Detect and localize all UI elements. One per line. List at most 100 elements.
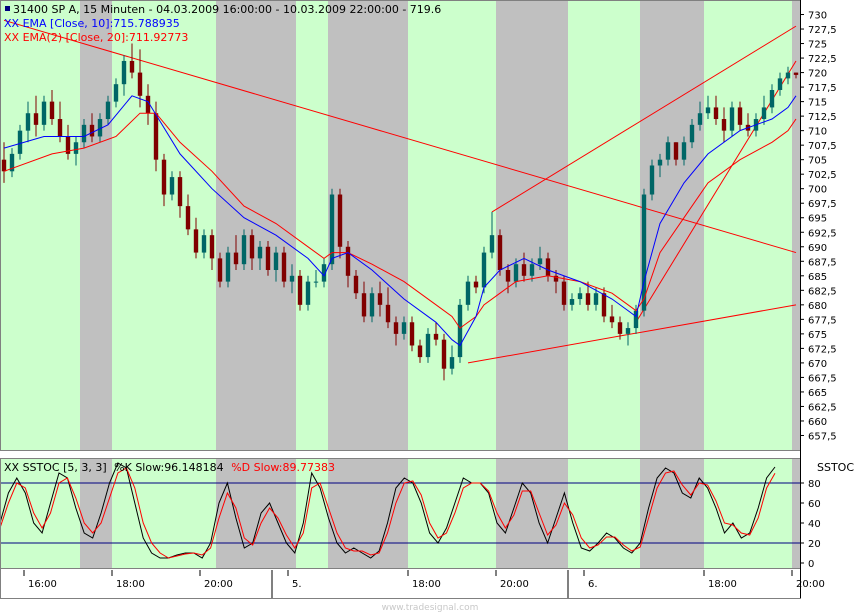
- time-tick-label: 18:00: [116, 579, 145, 590]
- ema10-legend[interactable]: XX EMA [Close, 10]:715.788935: [4, 17, 180, 30]
- ema20-legend[interactable]: XX EMA(2) [Close, 20]:711.92773: [4, 31, 188, 44]
- stoch-panel-label: SSTOC: [817, 461, 854, 474]
- candle-body: [521, 264, 527, 276]
- price-tick-label: 727,5: [808, 25, 837, 36]
- candle-body: [457, 304, 463, 358]
- candle-body: [73, 142, 79, 154]
- time-tick-label: 20:00: [204, 579, 233, 590]
- price-tick-label: 702,5: [808, 170, 837, 181]
- candle-body: [169, 177, 175, 195]
- price-tick-label: 712,5: [808, 112, 837, 123]
- price-tick-label: 657,5: [808, 431, 837, 442]
- candle-body: [9, 153, 15, 172]
- time-tick-label: 16:00: [28, 579, 57, 590]
- ema10-line: [3, 95, 797, 347]
- green-band: [296, 458, 328, 568]
- trendline: [467, 304, 797, 364]
- candle-body: [601, 293, 607, 317]
- candle-body: [705, 107, 711, 114]
- price-tick-label: 672,5: [808, 344, 837, 355]
- green-band: [296, 0, 328, 450]
- candle-body: [281, 252, 287, 282]
- candle-body: [609, 316, 615, 323]
- candle-body: [697, 113, 703, 125]
- price-tick-label: 697,5: [808, 199, 837, 210]
- candle-body: [433, 333, 439, 340]
- candle-body: [633, 310, 639, 329]
- candle-body: [257, 246, 263, 259]
- candle-body: [241, 235, 247, 265]
- price-tick-label: 725: [808, 40, 827, 51]
- candle-body: [113, 84, 119, 102]
- candle-body: [713, 107, 719, 120]
- axis-background: [800, 0, 857, 615]
- candle-body: [393, 322, 399, 334]
- price-tick-label: 680: [808, 301, 827, 312]
- candle-body: [657, 159, 663, 166]
- candle-body: [201, 235, 207, 253]
- trendline: [3, 19, 797, 254]
- candle-body: [353, 275, 359, 294]
- price-tick-label: 692,5: [808, 228, 837, 239]
- watermark: www.tradesignal.com: [382, 603, 479, 613]
- candle-body: [65, 136, 71, 154]
- candle-body: [305, 281, 311, 305]
- candle-body: [513, 264, 519, 282]
- candle-body: [289, 275, 295, 282]
- candle-body: [569, 299, 575, 305]
- candle-body: [441, 339, 447, 369]
- price-tick-label: 682,5: [808, 286, 837, 297]
- candle-body: [401, 322, 407, 334]
- candle-body: [81, 124, 87, 143]
- time-tick-label: 18:00: [412, 579, 441, 590]
- stoch-legend-prefix: XX SSTOC [5, 3, 3]: [4, 461, 107, 474]
- candle-body: [97, 119, 103, 137]
- candle-body: [345, 246, 351, 276]
- green-band: [568, 458, 640, 568]
- time-axis: 16:0018:0020:005.18:0020:006.18:0020:009…: [23, 570, 825, 598]
- candle-body: [465, 281, 471, 305]
- candle-body: [185, 206, 191, 230]
- green-band: [112, 0, 216, 450]
- stoch-legend[interactable]: XX SSTOC [5, 3, 3] %K Slow:96.148184 %D …: [4, 461, 335, 474]
- axis-strip: [0, 568, 857, 615]
- stoch-tick-label: 40: [808, 519, 821, 530]
- ema-lines: [3, 95, 797, 347]
- stoch-tick-label: 0: [808, 559, 814, 570]
- stoch-d-legend: %D Slow:89.77383: [231, 461, 335, 474]
- candle-body: [161, 159, 167, 195]
- candle-body: [473, 281, 479, 288]
- candle-body: [793, 72, 799, 75]
- candle-body: [329, 194, 335, 265]
- candle-body: [785, 72, 791, 79]
- candle-body: [545, 258, 551, 276]
- price-tick-label: 675: [808, 330, 827, 341]
- candle-body: [681, 142, 687, 160]
- price-tick-label: 687,5: [808, 257, 837, 268]
- time-tick-label: 6.: [588, 579, 598, 590]
- price-tick-label: 660: [808, 417, 827, 428]
- ema20-line: [3, 112, 797, 329]
- candle-body: [561, 281, 567, 305]
- candle-body: [89, 124, 95, 137]
- trendline: [635, 60, 797, 323]
- price-tick-label: 695: [808, 214, 827, 225]
- candle-body: [361, 293, 367, 317]
- candle-body: [537, 258, 543, 265]
- green-band: [0, 458, 80, 568]
- candle-body: [385, 304, 391, 323]
- candle-body: [233, 252, 239, 265]
- candle-body: [585, 293, 591, 305]
- green-band: [704, 0, 792, 450]
- candle-body: [225, 252, 231, 282]
- price-tick-label: 720: [808, 69, 827, 80]
- stoch-tick-label: 60: [808, 499, 821, 510]
- price-tick-label: 667,5: [808, 373, 837, 384]
- green-band: [408, 0, 496, 450]
- candle-body: [297, 275, 303, 305]
- price-tick-label: 690: [808, 243, 827, 254]
- green-band: [0, 0, 80, 450]
- time-tick-label: 20:00: [500, 579, 529, 590]
